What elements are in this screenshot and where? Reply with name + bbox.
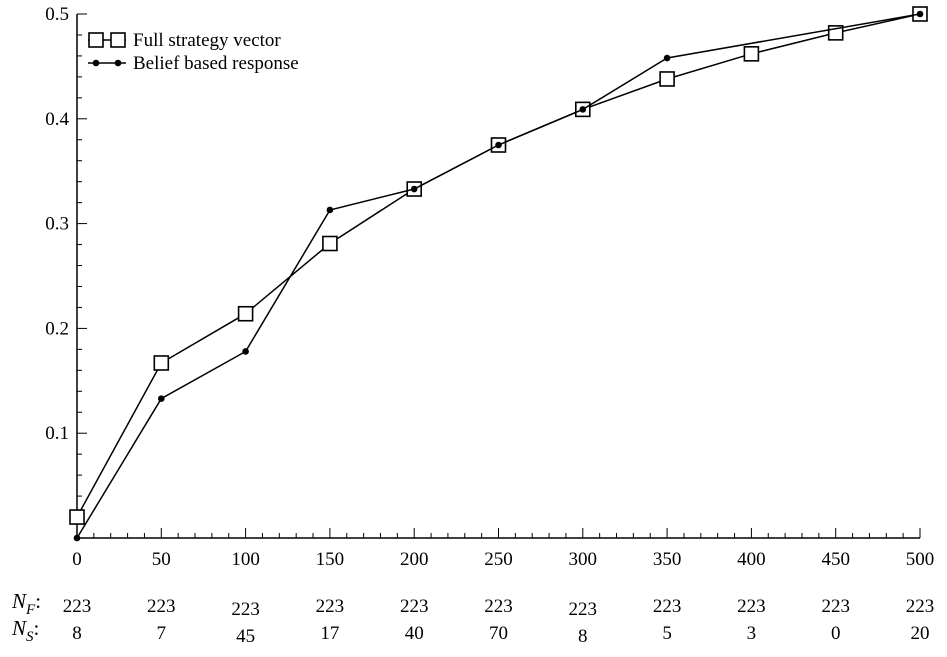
y-tick-label: 0.4	[45, 109, 69, 130]
dot-marker	[410, 185, 418, 193]
row-value: 223	[400, 596, 429, 617]
row-value: 5	[662, 623, 672, 644]
dot-marker	[495, 141, 502, 149]
legend-square-marker	[110, 32, 126, 48]
row-value: 223	[653, 596, 682, 617]
square-marker	[743, 46, 760, 62]
legend-label: Belief based response	[133, 53, 299, 74]
square-marker	[237, 305, 254, 322]
row-value: 223	[231, 599, 260, 620]
series-square	[69, 6, 928, 525]
square-marker	[659, 71, 675, 87]
row-value: 70	[489, 623, 508, 644]
x-tick-label: 300	[569, 549, 598, 570]
x-tick-label: 500	[906, 549, 935, 570]
x-tick-label: 350	[653, 549, 682, 570]
x-tick-label: 100	[231, 549, 260, 570]
x-tick-label: 50	[152, 549, 171, 570]
dot-marker	[73, 534, 81, 542]
x-tick-label: 0	[72, 549, 82, 570]
y-tick-label: 0.1	[45, 423, 69, 444]
dot-marker	[663, 54, 671, 62]
legend-dot-marker	[92, 59, 100, 67]
dot-marker	[326, 206, 334, 214]
dot-marker	[916, 10, 924, 18]
x-tick-label: 400	[737, 549, 766, 570]
x-tick-label: 150	[316, 549, 345, 570]
y-tick-label: 0.2	[45, 318, 69, 339]
square-marker	[153, 355, 170, 371]
dot-marker	[579, 106, 587, 113]
dot-marker	[158, 395, 165, 402]
row-value: 223	[569, 599, 598, 620]
legend-label: Full strategy vector	[133, 30, 281, 51]
axes: 0 50 100 150 200 250 300 350 400 450 500 0.1 0.2 0.3 0…	[45, 4, 934, 570]
row-label: NS:	[11, 616, 39, 645]
x-tick-label: 250	[484, 549, 513, 570]
row-value: 223	[906, 596, 935, 617]
row-value: 20	[911, 623, 930, 644]
series-layer	[69, 6, 928, 542]
row-value: 223	[63, 596, 92, 617]
row-value: 223	[484, 596, 513, 617]
square-marker	[322, 235, 338, 252]
y-tick-label: 0.3	[45, 214, 69, 235]
row-value: 7	[157, 623, 167, 644]
row-value: 223	[316, 596, 345, 617]
row-value: 45	[236, 626, 255, 647]
row-value: 8	[578, 626, 588, 647]
square-marker	[69, 509, 85, 525]
count-rows: NF: 223 223 223 223 223 223 223 223 223 223 223 NS: 8…	[11, 589, 934, 647]
row-value: 0	[831, 623, 841, 644]
row-value: 40	[405, 623, 424, 644]
row-value: 223	[147, 596, 176, 617]
row-value: 17	[320, 623, 339, 644]
series-dot	[73, 10, 924, 542]
row-value: 3	[747, 623, 757, 644]
row-value: 8	[72, 623, 82, 644]
dot-marker	[242, 348, 249, 355]
legend-square-marker	[88, 32, 104, 48]
series-line	[76, 13, 921, 539]
x-tick-label: 450	[821, 549, 850, 570]
row-value: 223	[821, 596, 850, 617]
x-tick-label: 200	[400, 549, 429, 570]
row-label: NF:	[11, 589, 41, 618]
y-tick-label: 0.5	[45, 4, 69, 25]
legend-dot-marker	[114, 59, 122, 67]
series-line	[76, 13, 921, 518]
row-value: 223	[737, 596, 766, 617]
